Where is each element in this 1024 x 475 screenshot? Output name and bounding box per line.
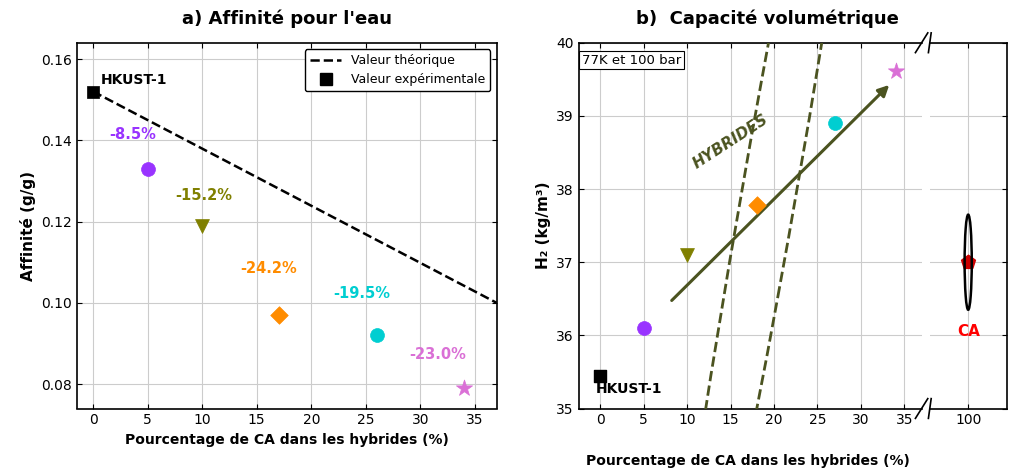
Text: HKUST-1: HKUST-1: [100, 74, 167, 87]
Point: [194, 222, 210, 229]
Text: Pourcentage de CA dans les hybrides (%): Pourcentage de CA dans les hybrides (%): [586, 455, 909, 468]
Point: [826, 119, 843, 127]
Text: -19.5%: -19.5%: [333, 286, 390, 301]
Text: -24.2%: -24.2%: [241, 261, 297, 276]
Point: [636, 324, 652, 332]
Y-axis label: H₂ (kg/m³): H₂ (kg/m³): [536, 182, 551, 269]
Text: HYBRIDES: HYBRIDES: [690, 112, 771, 171]
Point: [749, 201, 765, 209]
X-axis label: Pourcentage de CA dans les hybrides (%): Pourcentage de CA dans les hybrides (%): [125, 433, 449, 447]
Text: -23.0%: -23.0%: [410, 347, 466, 362]
Point: [369, 332, 385, 339]
Point: [456, 384, 472, 392]
Text: HKUST-1: HKUST-1: [596, 382, 663, 396]
Y-axis label: Affinité (g/g): Affinité (g/g): [19, 171, 36, 281]
Legend: Valeur théorique, Valeur expérimentale: Valeur théorique, Valeur expérimentale: [305, 49, 490, 91]
Point: [888, 67, 904, 75]
Text: -8.5%: -8.5%: [110, 127, 157, 142]
Point: [679, 251, 695, 259]
Text: CA: CA: [956, 324, 980, 339]
Point: [139, 165, 156, 172]
Text: -15.2%: -15.2%: [175, 188, 232, 203]
Point: [270, 311, 287, 319]
Point: [961, 258, 977, 266]
Point: [592, 372, 608, 380]
Text: a) Affinité pour l'eau: a) Affinité pour l'eau: [181, 10, 392, 28]
Text: b)  Capacité volumétrique: b) Capacité volumétrique: [636, 10, 899, 28]
Point: [85, 88, 101, 95]
Text: 77K et 100 bar: 77K et 100 bar: [582, 54, 681, 67]
